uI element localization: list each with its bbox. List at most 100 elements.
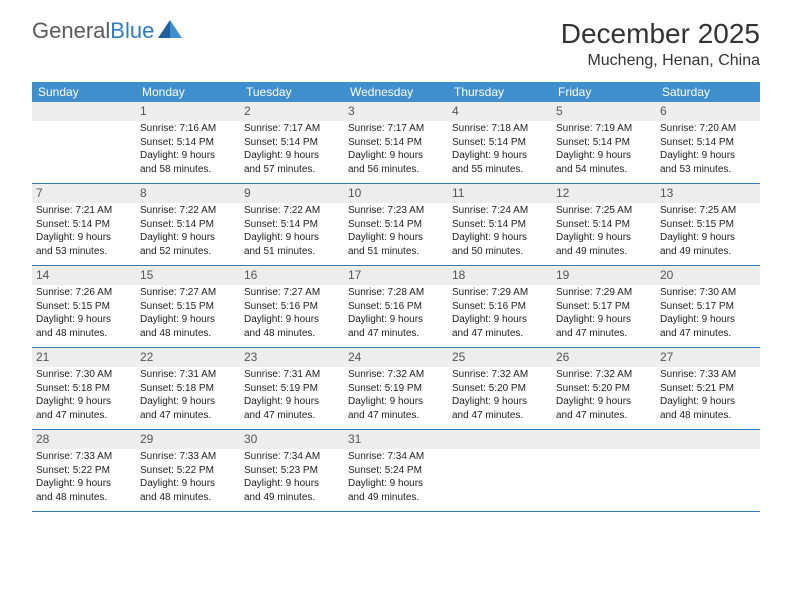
cell-line: Sunset: 5:20 PM [556, 383, 652, 396]
cell-line: Sunset: 5:14 PM [556, 219, 652, 232]
cell-line: and 56 minutes. [348, 164, 444, 177]
cell-line: Daylight: 9 hours [660, 396, 756, 409]
calendar-cell: 23Sunrise: 7:31 AMSunset: 5:19 PMDayligh… [240, 348, 344, 429]
cell-line: Daylight: 9 hours [660, 314, 756, 327]
cell-line: and 52 minutes. [140, 246, 236, 259]
cell-line: and 47 minutes. [452, 328, 548, 341]
cell-line: Daylight: 9 hours [348, 314, 444, 327]
cell-line: Sunrise: 7:27 AM [140, 287, 236, 300]
cell-line: Daylight: 9 hours [36, 396, 132, 409]
calendar-cell-empty [656, 430, 760, 511]
day-number: 31 [344, 430, 448, 449]
day-number: 18 [448, 266, 552, 285]
cell-line: and 58 minutes. [140, 164, 236, 177]
cell-line: Daylight: 9 hours [36, 478, 132, 491]
cell-line: and 53 minutes. [36, 246, 132, 259]
cell-line: Daylight: 9 hours [140, 478, 236, 491]
cell-line: Daylight: 9 hours [556, 150, 652, 163]
dow-sunday: Sunday [32, 82, 136, 102]
cell-line: and 48 minutes. [36, 328, 132, 341]
cell-line: Sunrise: 7:32 AM [452, 369, 548, 382]
cell-line: Sunrise: 7:18 AM [452, 123, 548, 136]
day-number: 7 [32, 184, 136, 203]
cell-line: and 47 minutes. [348, 410, 444, 423]
logo-text-gray: General [32, 18, 110, 43]
cell-line: Sunset: 5:14 PM [244, 137, 340, 150]
cell-line: and 53 minutes. [660, 164, 756, 177]
calendar-cell: 25Sunrise: 7:32 AMSunset: 5:20 PMDayligh… [448, 348, 552, 429]
calendar-cell: 2Sunrise: 7:17 AMSunset: 5:14 PMDaylight… [240, 102, 344, 183]
triangle-icon [158, 20, 182, 43]
calendar-cell: 9Sunrise: 7:22 AMSunset: 5:14 PMDaylight… [240, 184, 344, 265]
cell-line: Sunset: 5:14 PM [244, 219, 340, 232]
cell-line: Sunrise: 7:22 AM [140, 205, 236, 218]
cell-line: Daylight: 9 hours [556, 396, 652, 409]
cell-line: and 47 minutes. [556, 410, 652, 423]
cell-line: Daylight: 9 hours [348, 232, 444, 245]
cell-line: and 49 minutes. [660, 246, 756, 259]
cell-line: Sunset: 5:16 PM [348, 301, 444, 314]
cell-line: and 47 minutes. [140, 410, 236, 423]
cell-line: Daylight: 9 hours [348, 478, 444, 491]
week-row: 14Sunrise: 7:26 AMSunset: 5:15 PMDayligh… [32, 266, 760, 348]
day-number: 16 [240, 266, 344, 285]
cell-line: and 48 minutes. [140, 328, 236, 341]
day-number: 20 [656, 266, 760, 285]
cell-line: Sunset: 5:22 PM [140, 465, 236, 478]
cell-line: Sunset: 5:15 PM [36, 301, 132, 314]
cell-line: Sunrise: 7:17 AM [244, 123, 340, 136]
cell-line: Sunset: 5:18 PM [36, 383, 132, 396]
day-number [552, 430, 656, 449]
calendar-cell: 13Sunrise: 7:25 AMSunset: 5:15 PMDayligh… [656, 184, 760, 265]
cell-line: Sunrise: 7:20 AM [660, 123, 756, 136]
cell-line: Sunrise: 7:27 AM [244, 287, 340, 300]
cell-line: and 48 minutes. [244, 328, 340, 341]
logo: GeneralBlue [32, 18, 182, 44]
dow-monday: Monday [136, 82, 240, 102]
cell-line: Sunset: 5:23 PM [244, 465, 340, 478]
day-number: 3 [344, 102, 448, 121]
calendar-cell: 22Sunrise: 7:31 AMSunset: 5:18 PMDayligh… [136, 348, 240, 429]
calendar-cell: 19Sunrise: 7:29 AMSunset: 5:17 PMDayligh… [552, 266, 656, 347]
day-number [448, 430, 552, 449]
calendar-cell: 18Sunrise: 7:29 AMSunset: 5:16 PMDayligh… [448, 266, 552, 347]
calendar-cell-empty [448, 430, 552, 511]
calendar-cell: 4Sunrise: 7:18 AMSunset: 5:14 PMDaylight… [448, 102, 552, 183]
dow-wednesday: Wednesday [344, 82, 448, 102]
cell-line: Sunset: 5:19 PM [348, 383, 444, 396]
day-number: 10 [344, 184, 448, 203]
week-row: 7Sunrise: 7:21 AMSunset: 5:14 PMDaylight… [32, 184, 760, 266]
cell-line: Sunrise: 7:32 AM [348, 369, 444, 382]
cell-line: Daylight: 9 hours [140, 150, 236, 163]
cell-line: Sunset: 5:14 PM [140, 137, 236, 150]
calendar-cell: 27Sunrise: 7:33 AMSunset: 5:21 PMDayligh… [656, 348, 760, 429]
cell-line: and 51 minutes. [244, 246, 340, 259]
logo-text: GeneralBlue [32, 18, 154, 44]
cell-line: Daylight: 9 hours [660, 232, 756, 245]
calendar-cell: 11Sunrise: 7:24 AMSunset: 5:14 PMDayligh… [448, 184, 552, 265]
day-number: 11 [448, 184, 552, 203]
calendar-cell: 29Sunrise: 7:33 AMSunset: 5:22 PMDayligh… [136, 430, 240, 511]
cell-line: Daylight: 9 hours [140, 396, 236, 409]
cell-line: Daylight: 9 hours [556, 314, 652, 327]
cell-line: Sunrise: 7:33 AM [660, 369, 756, 382]
cell-line: Sunset: 5:18 PM [140, 383, 236, 396]
page-title: December 2025 [561, 18, 760, 50]
cell-line: and 47 minutes. [452, 410, 548, 423]
calendar-cell: 30Sunrise: 7:34 AMSunset: 5:23 PMDayligh… [240, 430, 344, 511]
cell-line: Daylight: 9 hours [660, 150, 756, 163]
weeks-container: 1Sunrise: 7:16 AMSunset: 5:14 PMDaylight… [32, 102, 760, 512]
week-row: 21Sunrise: 7:30 AMSunset: 5:18 PMDayligh… [32, 348, 760, 430]
day-number: 27 [656, 348, 760, 367]
day-number: 28 [32, 430, 136, 449]
cell-line: and 48 minutes. [36, 492, 132, 505]
cell-line: Sunrise: 7:33 AM [36, 451, 132, 464]
cell-line: Sunset: 5:14 PM [140, 219, 236, 232]
day-number: 1 [136, 102, 240, 121]
calendar-cell: 10Sunrise: 7:23 AMSunset: 5:14 PMDayligh… [344, 184, 448, 265]
cell-line: Sunset: 5:14 PM [36, 219, 132, 232]
cell-line: Daylight: 9 hours [556, 232, 652, 245]
cell-line: Sunset: 5:24 PM [348, 465, 444, 478]
cell-line: Sunset: 5:16 PM [244, 301, 340, 314]
cell-line: Daylight: 9 hours [140, 314, 236, 327]
